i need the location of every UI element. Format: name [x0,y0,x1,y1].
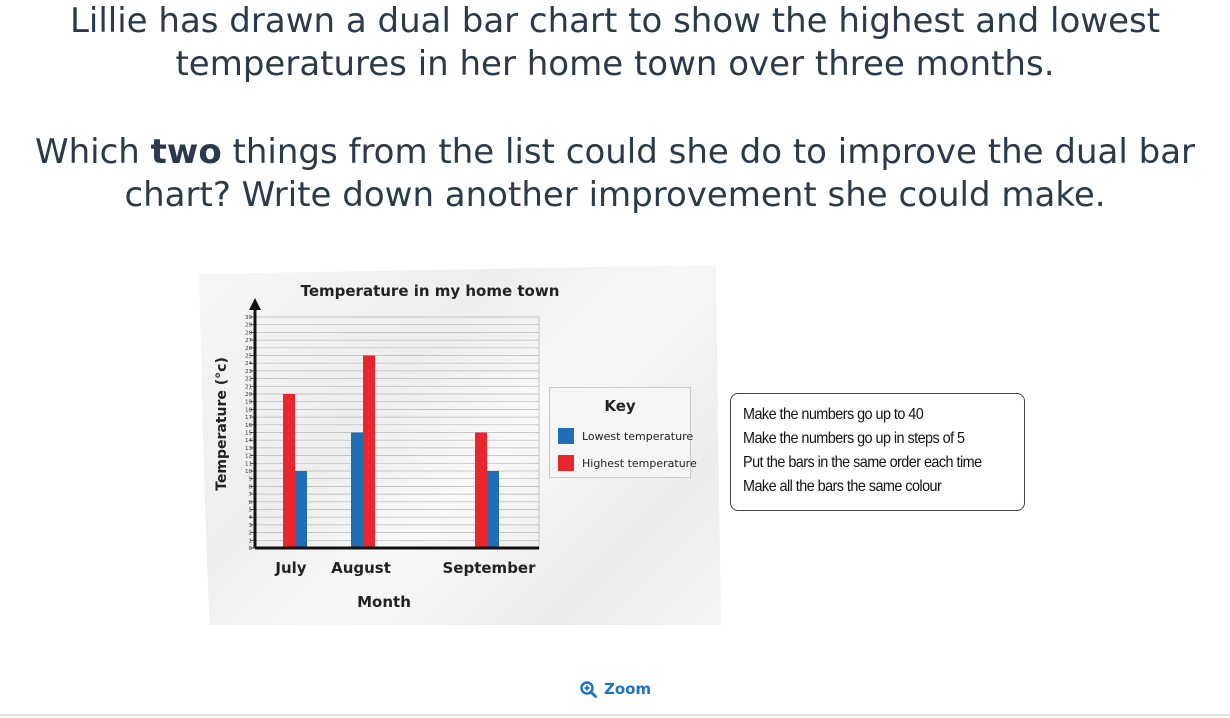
bar-highest-july [283,394,295,548]
zoom-label: Zoom [604,680,652,698]
option-item: Make the numbers go up to 40 [743,406,924,423]
y-tick-label: 2 [249,531,253,537]
y-tick-label: 17 [245,415,252,421]
legend-label-highest: Highest temperature [582,456,697,470]
question-intro: Lillie has drawn a dual bar chart to sho… [69,1,1161,84]
bar-lowest-july [295,471,307,548]
improvement-options-list: Make the numbers go up to 40 Make the nu… [730,393,1025,511]
chart-bars [283,355,499,548]
y-tick-label: 23 [245,369,252,375]
y-tick-label: 18 [245,407,252,413]
y-axis-arrow [249,298,261,310]
bar-lowest-september [487,471,499,548]
y-tick-label: 5 [249,508,253,514]
y-tick-label: 4 [249,515,253,521]
legend-item-highest: Highest temperature [558,455,697,471]
y-tick-label: 24 [245,361,252,367]
bar-highest-september [475,432,487,548]
chart-title: Temperature in my home town [301,282,560,300]
y-tick-label: 26 [245,346,252,352]
y-tick-label: 0 [249,546,253,552]
y-axis-label: Temperature (°c) [214,357,230,491]
y-tick-label: 19 [245,400,252,406]
zoom-button[interactable]: Zoom [580,678,651,700]
legend-title: Key [604,397,636,415]
y-tick-label: 9 [249,477,253,483]
question-prompt: Which two things from the list could she… [20,131,1210,217]
y-tick-label: 13 [245,446,252,452]
y-tick-label: 11 [245,461,252,467]
option-item: Make all the bars the same colour [743,478,942,495]
y-tick-label: 29 [245,323,252,329]
y-tick-label: 15 [245,431,252,437]
x-tick-label: July [274,559,306,577]
zoom-in-icon [580,680,597,698]
y-axis-ticks: 0123456789101112131415161718192021222324… [245,315,255,552]
bar-lowest-august [351,432,363,548]
y-tick-label: 3 [249,523,253,529]
question-prompt-emphasis: two [150,132,222,172]
x-tick-label: August [331,559,391,577]
y-tick-label: 16 [245,423,252,429]
legend-swatch-highest [558,455,574,471]
bar-highest-august [363,355,375,548]
y-tick-label: 8 [249,484,253,490]
y-tick-label: 25 [245,354,252,360]
question-prompt-pre: Which [34,132,151,172]
option-item: Make the numbers go up in steps of 5 [743,430,965,447]
x-axis-label: Month [357,593,411,611]
y-tick-label: 1 [249,538,253,544]
chart-legend: Key Lowest temperature Highest temperatu… [549,387,697,478]
option-item: Put the bars in the same order each time [743,454,982,471]
question-prompt-post: things from the list could she do to imp… [124,132,1196,215]
legend-label-lowest: Lowest temperature [582,429,694,443]
y-tick-label: 7 [249,492,253,498]
y-tick-label: 30 [245,315,252,321]
y-tick-label: 20 [245,392,252,398]
y-tick-label: 22 [245,377,252,383]
legend-swatch-lowest [558,428,574,444]
y-tick-label: 12 [245,454,252,460]
y-tick-label: 27 [245,338,252,344]
y-tick-label: 28 [245,330,252,336]
legend-item-lowest: Lowest temperature [558,428,693,444]
y-tick-label: 14 [245,438,252,444]
y-tick-label: 10 [245,469,252,475]
x-tick-label: September [443,559,537,577]
bottom-divider [0,714,1230,716]
y-tick-label: 6 [249,500,253,506]
x-axis-ticks: July August September [274,559,536,577]
y-tick-label: 21 [245,384,252,390]
